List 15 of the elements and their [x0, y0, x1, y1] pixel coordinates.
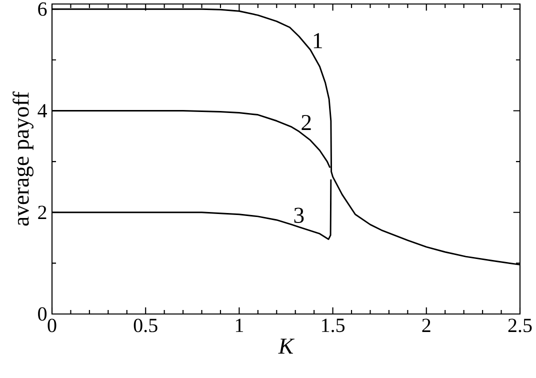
x-tick-label: 0	[48, 318, 56, 332]
x-tick-label: 1	[236, 318, 244, 332]
x-tick-label: 0.5	[134, 318, 158, 332]
y-axis-title: average payoff	[12, 92, 34, 226]
y-tick-label: 2	[38, 206, 46, 219]
x-axis-title: K	[278, 338, 295, 354]
annotation: 1	[314, 33, 322, 48]
y-tick-label: 6	[38, 2, 47, 16]
x-tick-label: 1.5	[322, 318, 345, 332]
y-tick-label: 0	[38, 307, 47, 321]
x-tick-label: 2	[422, 318, 430, 332]
y-tick-label: 4	[38, 104, 47, 118]
annotation: 3	[294, 208, 304, 223]
x-tick-label: 2.5	[508, 318, 532, 332]
annotation: 2	[302, 114, 311, 130]
